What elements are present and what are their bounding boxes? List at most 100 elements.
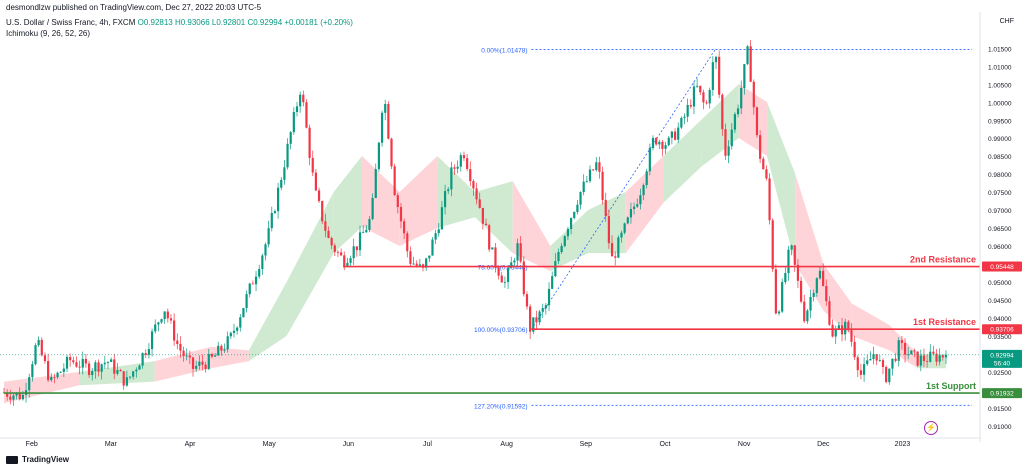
cloud-segment	[286, 192, 334, 336]
candle-body	[406, 233, 409, 252]
y-tick-label: 0.94500	[988, 298, 1012, 305]
candle-body	[236, 327, 239, 331]
y-tick-label: 0.95000	[988, 280, 1012, 287]
candle-body	[551, 276, 554, 289]
symbol-name[interactable]: U.S. Dollar / Swiss Franc, 4h, FXCM	[6, 18, 136, 27]
candle-body	[409, 251, 412, 264]
candle-body	[248, 283, 251, 295]
candle-body	[43, 355, 47, 362]
candle-body	[623, 223, 626, 233]
candle-body	[519, 243, 522, 262]
candle-body	[573, 211, 576, 219]
y-tick-label: 0.98500	[988, 154, 1012, 161]
candle-body	[447, 189, 450, 192]
candle-body	[362, 232, 365, 234]
candles	[2, 40, 948, 406]
candle-body	[333, 245, 336, 252]
candle-body	[283, 167, 286, 180]
cloud-segment	[795, 174, 824, 311]
candle-body	[217, 345, 220, 356]
candle-body	[173, 320, 176, 341]
fib-level-label: 0.00%(1.01478)	[481, 48, 527, 55]
candle-body	[853, 341, 856, 358]
candle-body	[576, 204, 579, 212]
candle-body	[680, 117, 683, 128]
candle-body	[658, 141, 661, 145]
candle-body	[40, 339, 43, 356]
candle-body	[15, 392, 18, 396]
cloud-segment	[823, 263, 852, 336]
x-tick-label: Sep	[580, 441, 593, 448]
candle-body	[371, 197, 374, 220]
candle-body	[220, 345, 223, 351]
fib-trend-line	[531, 49, 716, 330]
candle-body	[469, 169, 472, 182]
candle-body	[50, 376, 53, 381]
candle-body	[84, 358, 88, 364]
candle-body	[894, 358, 897, 361]
candle-body	[560, 246, 563, 253]
candle-body	[78, 366, 81, 368]
candle-body	[321, 201, 324, 222]
cloud-segment	[588, 192, 626, 254]
candle-body	[793, 245, 796, 265]
cloud-segment	[851, 303, 890, 351]
current-price-tag: 0.92994	[990, 352, 1014, 359]
candle-body	[349, 258, 352, 263]
candle-body	[711, 62, 714, 91]
candle-body	[803, 301, 806, 322]
candle-body	[295, 106, 299, 113]
candle-body	[708, 90, 711, 104]
candle-body	[443, 191, 447, 208]
candle-body	[226, 336, 229, 350]
indicator-line[interactable]: Ichimoku (9, 26, 52, 26)	[6, 29, 91, 38]
tradingview-brand[interactable]: TradingView	[6, 455, 69, 464]
candle-body	[755, 107, 759, 136]
candle-body	[655, 137, 658, 145]
candle-body	[541, 308, 544, 312]
candle-body	[535, 317, 538, 323]
candle-body	[799, 280, 803, 302]
x-tick-label: Feb	[26, 441, 38, 448]
candle-body	[491, 247, 494, 250]
candle-body	[245, 294, 248, 309]
candle-body	[261, 255, 264, 270]
x-tick-label: Jul	[423, 441, 432, 448]
cloud-segment	[889, 325, 918, 369]
candle-body	[563, 236, 566, 247]
current-price-tag-bg	[982, 349, 1022, 368]
brand-label: TradingView	[22, 455, 69, 464]
candle-body	[242, 308, 245, 318]
candle-body	[929, 351, 932, 362]
candle-body	[677, 127, 680, 140]
candle-body	[809, 296, 812, 311]
candle-body	[913, 350, 916, 352]
candle-body	[69, 357, 72, 361]
candle-body	[746, 46, 749, 65]
candle-body	[128, 376, 132, 378]
lightning-bolt-icon[interactable]: ⚡	[924, 421, 938, 435]
candle-body	[557, 252, 560, 262]
candle-body	[251, 283, 254, 285]
candle-body	[642, 185, 645, 196]
candle-body	[132, 371, 135, 377]
candle-body	[922, 355, 926, 362]
candle-body	[897, 340, 900, 361]
candle-body	[9, 396, 12, 400]
candle-body	[94, 362, 97, 372]
cloud-segment	[701, 84, 739, 167]
candle-body	[544, 305, 547, 309]
candle-body	[822, 270, 825, 286]
candle-body	[135, 369, 138, 372]
candle-body	[403, 221, 406, 234]
candle-body	[730, 129, 733, 147]
candle-body	[399, 206, 403, 222]
candle-body	[141, 353, 144, 366]
y-tick-label: 0.92500	[988, 370, 1012, 377]
candle-body	[645, 171, 648, 186]
candle-body	[629, 209, 633, 218]
candle-body	[525, 294, 529, 307]
candle-body	[191, 357, 195, 369]
cloud-segment	[248, 281, 287, 362]
